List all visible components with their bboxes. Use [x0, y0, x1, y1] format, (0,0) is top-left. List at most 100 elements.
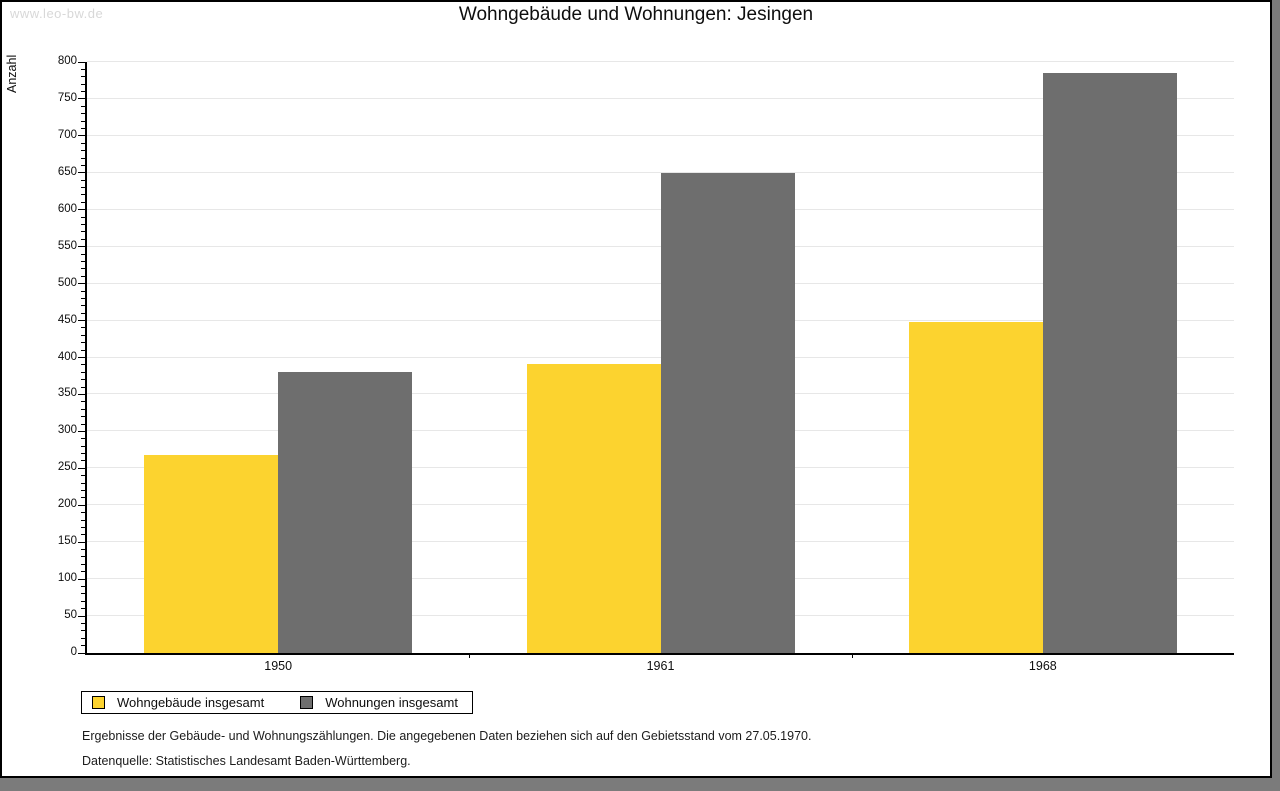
bar-1968-series1: [1042, 73, 1177, 653]
y-major-tick: [78, 541, 85, 543]
footnote-datenquelle: Datenquelle: Statistisches Landesamt Bad…: [82, 754, 411, 768]
y-minor-tick: [81, 563, 85, 565]
y-minor-tick: [81, 312, 85, 314]
y-tick-label: 200: [57, 498, 77, 511]
y-major-tick: [78, 578, 85, 580]
y-tick-label: 350: [57, 387, 77, 400]
y-minor-tick: [81, 305, 85, 307]
x-tick-label: 1968: [1028, 659, 1057, 673]
y-major-tick: [78, 652, 85, 654]
y-minor-tick: [81, 91, 85, 93]
y-major-tick: [78, 209, 85, 211]
y-minor-tick: [81, 113, 85, 115]
y-minor-tick: [81, 379, 85, 381]
y-minor-tick: [81, 401, 85, 403]
bar-1950-series0: [144, 455, 279, 653]
y-major-tick: [78, 135, 85, 137]
y-minor-tick: [81, 371, 85, 373]
y-minor-tick: [81, 187, 85, 189]
y-major-tick: [78, 357, 85, 358]
y-minor-tick: [81, 231, 85, 233]
y-minor-tick: [81, 238, 85, 240]
y-minor-tick: [81, 164, 85, 166]
gridline: [87, 134, 1234, 136]
y-minor-tick: [81, 76, 85, 78]
y-minor-tick: [81, 142, 85, 144]
y-minor-tick: [81, 334, 85, 336]
gridline: [87, 97, 1234, 99]
bar-1968-series0: [908, 322, 1043, 653]
y-minor-tick: [81, 445, 85, 447]
x-boundary-tick: [851, 653, 853, 658]
y-minor-tick: [81, 519, 85, 521]
y-minor-tick: [81, 571, 85, 573]
y-minor-tick: [81, 290, 85, 292]
y-minor-tick: [81, 497, 85, 499]
y-tick-label: 250: [57, 461, 77, 474]
y-minor-tick: [81, 105, 85, 107]
y-major-tick: [78, 430, 85, 432]
legend-swatch-yellow: [92, 696, 105, 709]
y-major-tick: [78, 98, 85, 100]
y-minor-tick: [81, 342, 85, 344]
y-major-tick: [78, 320, 85, 322]
plot-area: 0 50 100 150 200 250 300 350 400 450 500 550 600 650 7…: [58, 55, 1234, 673]
y-tick-label: 150: [57, 535, 77, 548]
y-minor-tick: [81, 253, 85, 255]
y-minor-tick: [81, 128, 85, 129]
y-minor-tick: [81, 608, 85, 610]
y-minor-tick: [81, 364, 85, 366]
y-minor-tick: [81, 460, 85, 462]
y-minor-tick: [81, 157, 85, 159]
y-tick-label: 50: [64, 609, 77, 622]
y-minor-tick: [81, 489, 85, 491]
y-minor-tick: [81, 201, 85, 203]
bar-1950-series1: [278, 372, 413, 653]
x-tick-label: 1950: [264, 659, 293, 673]
y-axis-label: Anzahl: [5, 54, 19, 94]
chart-title: Wohngebäude und Wohnungen: Jesingen: [458, 4, 814, 25]
y-minor-tick: [81, 150, 85, 152]
y-major-tick: [78, 393, 85, 395]
y-minor-tick: [81, 622, 85, 624]
y-minor-tick: [81, 327, 85, 329]
y-minor-tick: [81, 512, 85, 514]
y-minor-tick: [81, 586, 85, 588]
y-minor-tick: [81, 482, 85, 484]
y-minor-tick: [81, 83, 85, 85]
y-tick-label: 100: [57, 572, 77, 585]
gridline: [87, 171, 1234, 173]
y-minor-tick: [81, 453, 85, 455]
y-minor-tick: [81, 526, 85, 528]
y-minor-tick: [81, 408, 85, 410]
legend-item-wohnungen: Wohnungen insgesamt: [300, 695, 458, 710]
y-tick-label: 300: [57, 424, 77, 437]
chart-panel: www.leo-bw.de Wohngebäude und Wohnungen:…: [0, 0, 1272, 778]
y-minor-tick: [81, 475, 85, 477]
y-minor-tick: [81, 68, 85, 70]
y-minor-tick: [81, 600, 85, 602]
y-major-tick: [78, 172, 85, 174]
y-major-tick: [78, 504, 85, 506]
y-minor-tick: [81, 349, 85, 351]
y-tick-label: 400: [57, 350, 77, 363]
y-minor-tick: [81, 534, 85, 536]
legend-label: Wohngebäude insgesamt: [117, 695, 265, 710]
y-minor-tick: [81, 120, 85, 122]
y-tick-label: 550: [57, 239, 77, 252]
y-tick-label: 0: [70, 646, 77, 658]
y-major-tick: [78, 615, 85, 617]
y-minor-tick: [81, 423, 85, 425]
y-minor-tick: [81, 438, 85, 440]
y-minor-tick: [81, 216, 85, 218]
y-tick-label: 600: [57, 202, 77, 215]
y-minor-tick: [81, 268, 85, 270]
y-tick-label: 650: [57, 165, 77, 178]
y-major-tick: [78, 283, 85, 285]
y-minor-tick: [81, 179, 85, 181]
legend-swatch-gray: [300, 696, 314, 709]
bar-1961-series0: [526, 364, 661, 653]
y-minor-tick: [81, 275, 85, 277]
y-minor-tick: [81, 224, 85, 226]
x-boundary-tick: [469, 653, 471, 658]
